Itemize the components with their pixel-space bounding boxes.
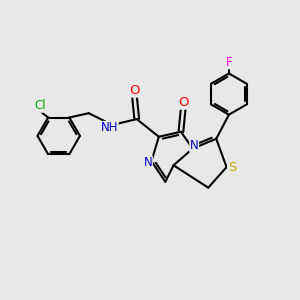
Text: F: F [226,56,232,69]
Text: Cl: Cl [34,99,46,112]
Text: O: O [129,84,140,97]
Text: O: O [178,96,188,109]
Text: NH: NH [100,122,118,134]
Text: N: N [190,139,199,152]
Text: N: N [144,156,152,169]
Text: S: S [228,160,236,174]
